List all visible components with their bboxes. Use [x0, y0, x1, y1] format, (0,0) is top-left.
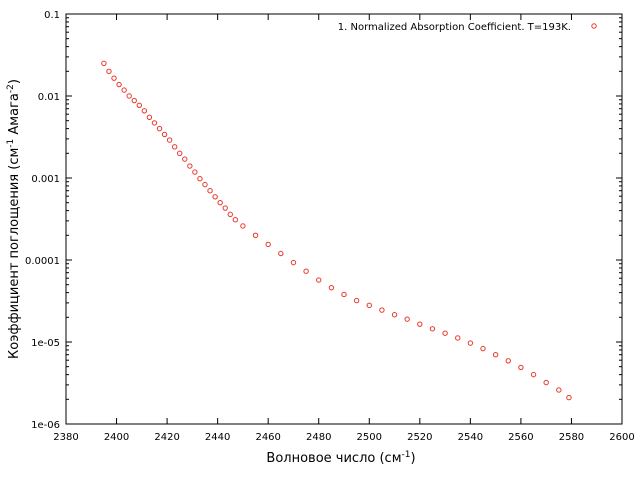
data-point: [328, 284, 335, 291]
data-point: [161, 131, 168, 138]
legend-label: 1. Normalized Absorption Coefficient. T=…: [338, 22, 571, 33]
data-point: [429, 326, 436, 332]
data-point: [156, 125, 163, 132]
data-point: [101, 60, 107, 67]
data-point: [391, 312, 398, 318]
data-point: [126, 93, 132, 99]
data-point: [505, 358, 511, 364]
x-axis-label: Волновое число (см-1): [266, 450, 415, 466]
data-point: [442, 330, 448, 336]
x-tick-label: 2400: [104, 432, 129, 443]
x-axis-label-main: Волновое число (см: [266, 451, 401, 466]
data-point: [566, 394, 572, 401]
y-axis-label-part1: Коэффициент поглощения (см: [7, 148, 22, 359]
data-point: [240, 223, 246, 229]
legend: 1. Normalized Absorption Coefficient. T=…: [338, 22, 597, 33]
data-point: [556, 387, 562, 393]
data-point: [141, 108, 148, 114]
x-tick-label: 2520: [407, 432, 432, 443]
x-axis-label-end: ): [410, 451, 415, 466]
data-point: [227, 211, 233, 218]
data-point: [467, 340, 474, 346]
x-tick-label: 2380: [53, 432, 78, 443]
x-axis-label-sup: -1: [402, 450, 411, 460]
y-tick-label: 0.01: [38, 92, 60, 103]
y-axis-label-sup1: -1: [6, 139, 16, 148]
data-point: [182, 156, 188, 162]
data-point: [136, 102, 142, 109]
y-axis-ticks: 1e-06 1e-05 0.0001 0.001 0.01 0.1: [25, 10, 622, 431]
data-point: [278, 250, 284, 257]
data-point: [492, 352, 499, 358]
data-point: [146, 114, 153, 120]
data-point: [217, 199, 223, 206]
data-point: [417, 321, 423, 327]
data-point: [116, 81, 122, 88]
y-tick-label: 1e-05: [31, 338, 60, 349]
data-point: [232, 217, 239, 223]
legend-marker: [591, 23, 597, 29]
data-point: [530, 371, 537, 378]
data-point: [379, 307, 385, 313]
data-point: [111, 75, 117, 81]
y-axis-label-part2: Амага: [7, 93, 22, 139]
data-point: [207, 188, 213, 194]
data-point: [518, 364, 524, 371]
data-point: [316, 277, 322, 283]
data-point: [543, 379, 549, 386]
y-axis-label: Коэффициент поглощения (см-1 Амага-2): [6, 79, 22, 359]
x-tick-label: 2420: [154, 432, 179, 443]
y-axis-label-part3: ): [7, 79, 22, 84]
data-point: [303, 268, 309, 274]
x-tick-label: 2500: [357, 432, 382, 443]
data-point: [192, 169, 198, 175]
data-point: [121, 87, 127, 93]
data-point: [212, 194, 218, 200]
y-tick-label: 0.1: [44, 10, 60, 21]
y-tick-label: 1e-06: [31, 420, 60, 431]
data-point: [252, 232, 259, 239]
y-axis-label-sup2: -2: [6, 84, 16, 93]
data-point: [290, 259, 297, 266]
data-point: [106, 68, 112, 75]
data-point: [151, 120, 158, 126]
y-tick-label: 0.0001: [25, 256, 60, 267]
x-tick-label: 2440: [205, 432, 230, 443]
x-tick-label: 2540: [458, 432, 483, 443]
data-point: [177, 150, 183, 157]
data-point: [187, 163, 193, 169]
data-point: [265, 241, 271, 248]
plot-frame: [65, 13, 623, 425]
x-tick-label: 2560: [508, 432, 533, 443]
data-point: [353, 297, 360, 304]
data-point: [455, 335, 461, 341]
data-point: [366, 302, 372, 309]
data-point: [166, 137, 173, 143]
data-point: [131, 97, 137, 104]
data-point: [171, 144, 178, 150]
data-point: [480, 345, 486, 352]
data-point: [404, 316, 410, 322]
x-tick-label: 2600: [609, 432, 634, 443]
x-tick-label: 2480: [306, 432, 331, 443]
x-tick-label: 2580: [559, 432, 584, 443]
data-point: [197, 176, 203, 182]
x-axis-ticks: 2380 2400 2420 2440 2460 2480 2500 2520 2540 2560…: [53, 14, 635, 443]
x-tick-label: 2460: [255, 432, 280, 443]
data-point: [222, 205, 228, 211]
data-point: [202, 181, 208, 188]
data-point: [341, 291, 347, 298]
data-points: [101, 60, 572, 401]
y-tick-label: 0.001: [31, 174, 60, 185]
